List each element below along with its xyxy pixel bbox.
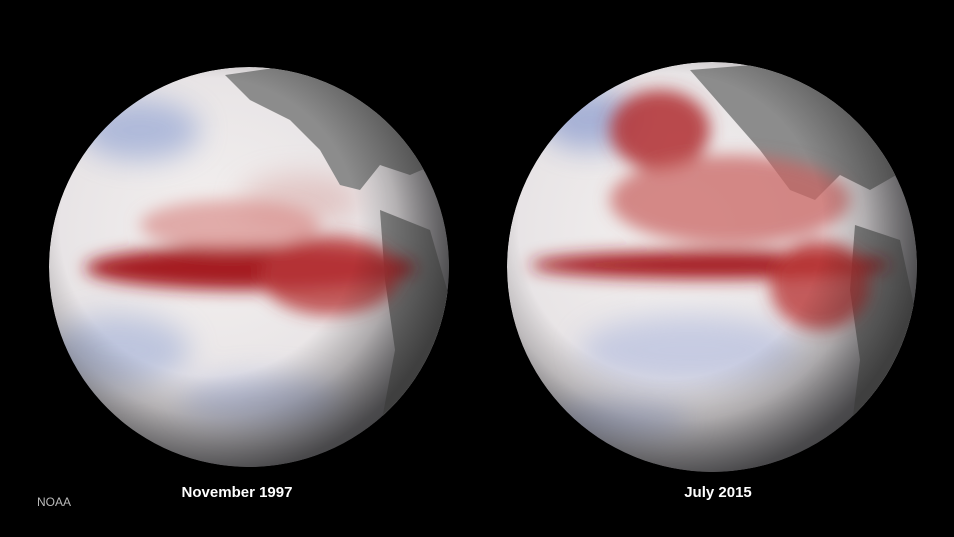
globe-label: July 2015 bbox=[684, 484, 752, 501]
globe bbox=[49, 67, 449, 467]
credit: NOAA bbox=[37, 495, 71, 509]
globe bbox=[507, 62, 917, 472]
globe-label: November 1997 bbox=[182, 484, 293, 501]
